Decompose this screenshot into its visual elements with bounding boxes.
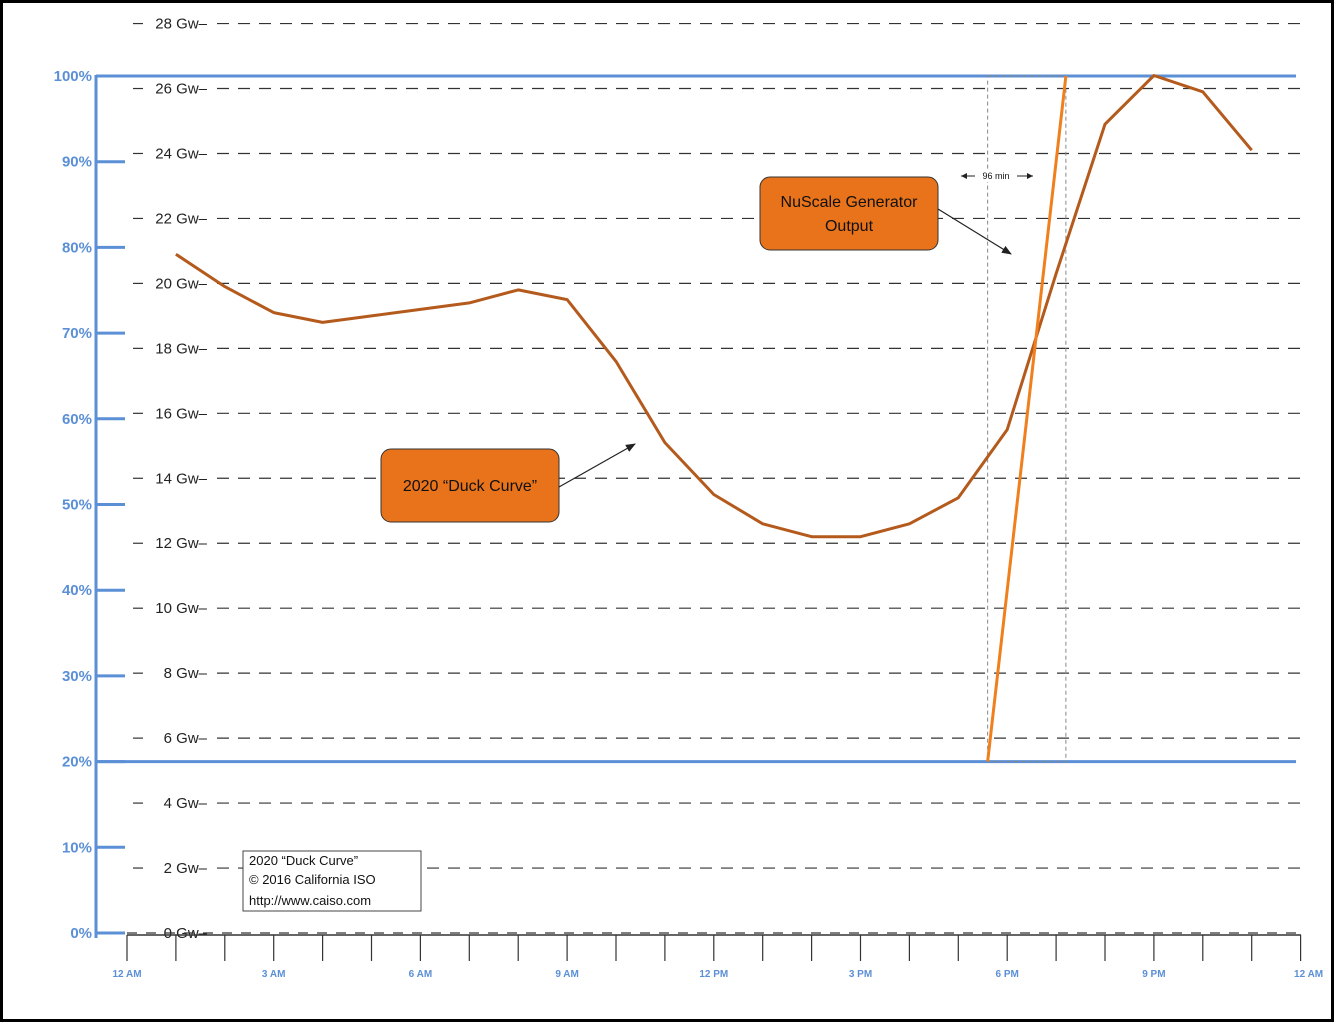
pct-tick-label: 90% [62,154,92,171]
callouts: NuScale Generator Output 2020 “Duck Curv… [380,169,1033,523]
nuscale-output-line [986,75,1068,762]
x-tick-label: 6 AM [409,969,433,980]
pct-tick-label: 30% [62,668,92,685]
duck-callout: 2020 “Duck Curve” [380,443,636,523]
gw-tick-label: 10 Gw– [155,600,207,617]
ramp-window [987,75,1067,763]
gw-tick-label: 14 Gw– [155,470,207,487]
nuscale-callout-arrow [937,208,1012,255]
x-tick-label: 6 PM [996,969,1019,980]
x-tick-label: 12 AM [1294,969,1323,980]
x-axis: 12 AM 3 AM 6 AM 9 AM 12 PM 3 PM 6 PM 9 PM 12 AM [112,932,1323,980]
gw-tick-label: 12 Gw– [155,535,207,552]
duck-curve-chart: 0 Gw–2 Gw–4 Gw–6 Gw–8 Gw–10 Gw–12 Gw–14 … [54,16,1324,980]
pct-tick-label: 50% [62,497,92,514]
x-tick-label: 3 PM [849,969,872,980]
gw-tick-label: 28 Gw– [155,16,207,33]
ramp-time-label: 96 min [982,171,1009,181]
gw-tick-label: 6 Gw– [164,730,208,747]
duck-callout-label: 2020 “Duck Curve” [403,478,537,495]
pct-tick-label: 60% [62,411,92,428]
source-box-border [242,850,422,912]
duck-callout-arrow [558,443,636,488]
x-tick-label: 9 AM [555,969,579,980]
source-box: 2020 “Duck Curve” © 2016 California ISO … [242,850,422,912]
duck-curve-line [175,74,1253,539]
series-lines [175,74,1253,762]
gw-tick-label: 22 Gw– [155,210,207,227]
pct-axis: 0% 10% 20% 30% 40% 50% 60% 70% 80% 90% 100% [54,68,1296,942]
gridlines [133,22,1303,869]
source-line3: http://www.caiso.com [249,893,371,908]
pct-tick-label: 100% [54,68,92,85]
gw-tick-label: 20 Gw– [155,275,207,292]
source-line2: © 2016 California ISO [249,872,376,887]
pct-tick-label: 20% [62,754,92,771]
ramp-time-annotation: 96 min [961,169,1033,182]
x-tick-label: 12 AM [112,969,141,980]
source-line1: 2020 “Duck Curve” [249,853,358,868]
x-tick-label: 3 AM [262,969,286,980]
gw-tick-label: 2 Gw– [164,860,208,877]
ramp-time-label-bg [975,169,1017,182]
gw-tick-label: 16 Gw– [155,405,207,422]
duck-callout-box [380,448,560,523]
nuscale-callout-line1: NuScale Generator [781,194,919,211]
pct-tick-label: 0% [70,925,92,942]
ramp-window-box [987,75,1067,763]
gw-tick-label: 18 Gw– [155,340,207,357]
x-tick-label: 12 PM [699,969,728,980]
x-tick-label: 9 PM [1142,969,1165,980]
pct-tick-label: 80% [62,239,92,256]
pct-tick-label: 10% [62,839,92,856]
gw-tick-label: 8 Gw– [164,665,208,682]
gw-tick-label: 4 Gw– [164,795,208,812]
nuscale-callout: NuScale Generator Output [759,176,1012,255]
gw-tick-label: 24 Gw– [155,145,207,162]
nuscale-callout-box [759,176,939,251]
pct-tick-label: 70% [62,325,92,342]
pct-tick-label: 40% [62,582,92,599]
nuscale-callout-line2: Output [825,218,874,235]
gw-tick-label: 26 Gw– [155,81,207,98]
gw-axis-ticks: 0 Gw–2 Gw–4 Gw–6 Gw–8 Gw–10 Gw–12 Gw–14 … [155,16,207,942]
